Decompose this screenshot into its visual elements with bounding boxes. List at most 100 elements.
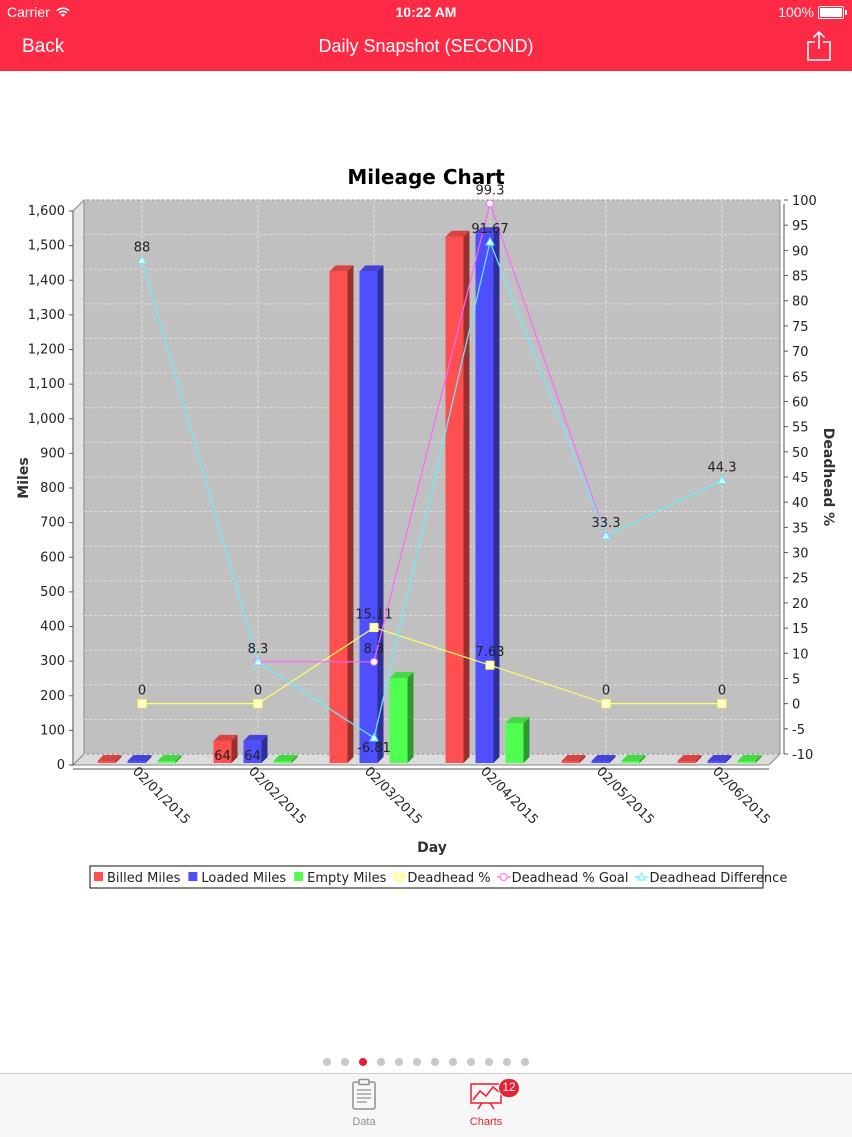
line-data-label: -6.81	[357, 741, 391, 756]
page-dot[interactable]	[431, 1058, 439, 1066]
bar-top	[445, 230, 470, 237]
battery-icon	[818, 5, 847, 19]
bar-front	[243, 740, 262, 763]
tab-data[interactable]: Data	[329, 1078, 399, 1128]
legend-label: Billed Miles	[107, 871, 181, 886]
x-axis-title: Day	[417, 840, 447, 856]
bar-side	[523, 717, 530, 763]
bar-top	[329, 265, 354, 272]
back-button[interactable]: Back	[22, 36, 65, 57]
charts-badge: 12	[498, 1078, 520, 1098]
page-dot[interactable]	[377, 1058, 385, 1066]
page-indicator[interactable]	[0, 1058, 852, 1066]
y2-tick-label: 20	[792, 597, 809, 612]
legend-swatch	[294, 872, 304, 881]
page-dot[interactable]	[341, 1058, 349, 1066]
y2-tick-label: 90	[792, 244, 809, 259]
page-dot[interactable]	[449, 1058, 457, 1066]
bar-front	[97, 761, 116, 763]
bar-top	[561, 755, 586, 761]
x-tick-label: 02/02/2015	[245, 764, 309, 828]
nav-bar: Carrier 10:22 AM 100% Back Daily Snapsho…	[0, 0, 852, 71]
line-data-label: 88	[134, 240, 151, 255]
legend-box	[89, 865, 764, 889]
line-marker	[717, 475, 727, 485]
legend-label: Deadhead %	[407, 871, 490, 886]
line-marker	[137, 255, 147, 264]
line-data-label: 91.67	[471, 222, 508, 237]
line-data-label: 0	[602, 684, 610, 699]
y2-tick-label: -10	[792, 748, 813, 763]
page-dot[interactable]	[521, 1058, 529, 1066]
page-dot[interactable]	[359, 1058, 367, 1066]
bar-side	[579, 755, 586, 763]
battery-percent: 100%	[778, 4, 814, 20]
mileage-chart: 01002003004005006007008009001,0001,1001,…	[16, 165, 836, 889]
line-data-label: 0	[254, 684, 262, 699]
y2-tick-label: 80	[792, 295, 809, 310]
bar-top	[621, 755, 646, 761]
bar-side	[347, 265, 354, 763]
x-tick-label: 02/05/2015	[593, 764, 657, 828]
wifi-icon	[56, 7, 70, 17]
tab-bar: Data 12 Charts	[0, 1073, 852, 1137]
bar-front	[389, 678, 408, 763]
y2-tick-label: 40	[792, 496, 809, 511]
line-marker	[601, 699, 611, 709]
bar-front	[127, 761, 146, 763]
bar-side	[115, 755, 122, 763]
line-marker	[137, 699, 147, 709]
line-marker	[485, 660, 495, 670]
bar-top	[213, 734, 238, 741]
bar-side	[261, 734, 268, 763]
page-dot[interactable]	[323, 1058, 331, 1066]
y-tick-label: 900	[40, 446, 65, 461]
legend-swatch	[94, 872, 103, 881]
y2-tick-label: 10	[792, 647, 809, 662]
page-dot[interactable]	[413, 1058, 421, 1066]
x-tick-label: 02/04/2015	[477, 764, 541, 828]
bar-front	[505, 723, 524, 763]
page-dot[interactable]	[485, 1058, 493, 1066]
y-tick-label: 400	[40, 620, 65, 635]
bar-side	[695, 755, 702, 763]
line-data-label: 0	[718, 684, 726, 699]
y-tick-label: 200	[40, 689, 65, 704]
battery-indicator: 100%	[778, 4, 847, 20]
line-data-label: 15.11	[355, 608, 392, 623]
y2-tick-label: 5	[792, 672, 800, 687]
line-data-label: 99.3	[476, 184, 505, 199]
x-tick-label: 02/03/2015	[361, 764, 425, 828]
page-dot[interactable]	[467, 1058, 475, 1066]
y2-tick-label: 95	[792, 219, 809, 234]
y-tick-label: 1,500	[28, 239, 65, 254]
y-axis-title: Miles	[16, 457, 32, 498]
y-tick-label: 800	[40, 481, 65, 496]
y2-axis-title: Deadhead %	[820, 428, 836, 526]
line-marker	[370, 657, 378, 666]
y2-tick-label: 15	[792, 622, 809, 637]
page-dot[interactable]	[395, 1058, 403, 1066]
legend-label: Deadhead % Goal	[512, 871, 629, 886]
y2-tick-label: 35	[792, 521, 809, 536]
bar-top	[475, 227, 500, 234]
bar-front	[475, 233, 494, 764]
y-tick-label: 700	[40, 516, 65, 531]
share-icon[interactable]	[806, 30, 832, 62]
legend-marker	[636, 871, 647, 881]
chart-title: Mileage Chart	[347, 165, 505, 189]
line-data-label: 7.63	[476, 645, 505, 660]
line-marker	[601, 530, 611, 540]
tab-charts-label: Charts	[469, 1116, 503, 1128]
bar-top	[273, 755, 298, 761]
line-data-label: 8.3	[364, 642, 385, 657]
carrier-label: Carrier	[7, 4, 70, 20]
bar-front	[157, 761, 176, 763]
bar-front	[213, 740, 232, 763]
y-tick-label: 500	[40, 585, 65, 600]
tab-charts[interactable]: 12 Charts	[451, 1078, 521, 1128]
bar-front	[737, 761, 756, 763]
page-dot[interactable]	[503, 1058, 511, 1066]
y-tick-label: 1,600	[28, 204, 65, 219]
bar-side	[639, 755, 646, 763]
